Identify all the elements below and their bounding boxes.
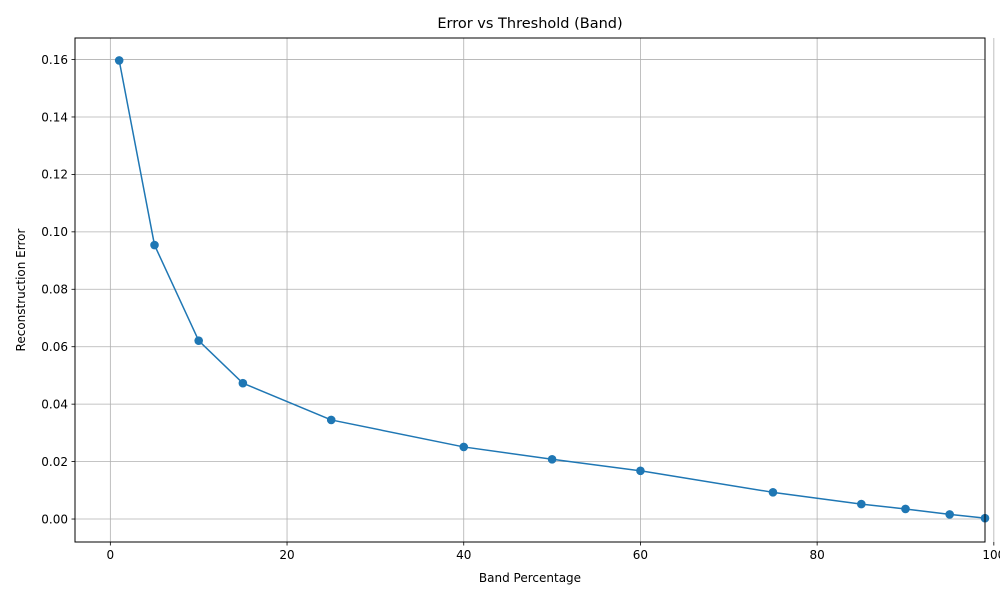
y-tick-label: 0.08: [41, 283, 68, 297]
ticks: 0 20 40 60 80 100 0.00 0.02 0.04 0.06 0.08 0.10 0.12…: [41, 53, 1000, 562]
data-point: [945, 510, 954, 519]
data-point: [901, 504, 910, 514]
y-tick-label: 0.10: [41, 225, 68, 239]
data-point: [150, 240, 159, 250]
x-tick-label: 100: [982, 548, 1000, 562]
data-point: [459, 442, 469, 452]
y-tick-label: 0.00: [41, 512, 68, 526]
grid: [75, 38, 995, 542]
plot-frame: [74, 37, 986, 543]
data-point: [326, 415, 336, 425]
series-layer: [114, 56, 990, 523]
data-point: [114, 56, 124, 65]
y-tick-label: 0.02: [41, 455, 68, 469]
x-tick-label: 60: [633, 548, 648, 562]
data-point: [636, 466, 645, 476]
y-axis-label: Reconstruction Error: [14, 229, 28, 352]
data-point: [194, 336, 203, 345]
y-tick-label: 0.12: [41, 168, 68, 182]
y-tick-label: 0.16: [41, 53, 68, 67]
x-tick-label: 40: [456, 548, 471, 562]
data-point: [547, 454, 557, 464]
x-tick-label: 20: [279, 548, 294, 562]
data-point: [857, 499, 866, 509]
y-tick-label: 0.06: [41, 340, 68, 354]
x-axis-label: Band Percentage: [479, 571, 581, 585]
data-point: [768, 488, 778, 497]
x-tick-label: 80: [809, 548, 824, 562]
y-tick-label: 0.14: [41, 110, 68, 124]
x-tick-label: 0: [107, 548, 115, 562]
y-tick-label: 0.04: [41, 397, 68, 411]
chart-title: Error vs Threshold (Band): [437, 16, 622, 32]
data-point: [238, 378, 248, 388]
